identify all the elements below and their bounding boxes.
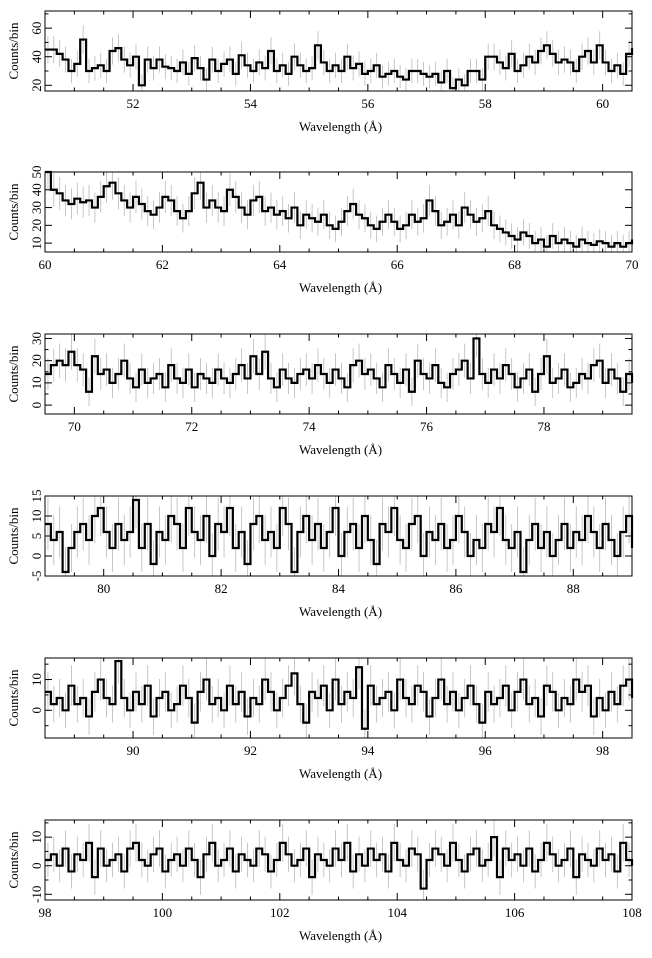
x-tick-label: 76 [420, 419, 434, 434]
x-tick-label: 104 [387, 905, 407, 920]
x-tick-label: 58 [479, 96, 492, 111]
x-tick-label: 64 [273, 257, 287, 272]
x-tick-label: 84 [332, 581, 346, 596]
y-tick-label: 0 [29, 553, 44, 560]
x-tick-label: 92 [244, 743, 257, 758]
x-tick-label: 70 [626, 257, 639, 272]
x-tick-label: 86 [449, 581, 463, 596]
y-tick-label: 10 [29, 673, 44, 686]
x-tick-label: 98 [39, 905, 52, 920]
y-tick-label: -5 [29, 571, 44, 582]
panel-1: 52 54 56 58 60 20 40 60 Wavelength (Å) Counts/bin [6, 10, 634, 134]
x-tick-label: 82 [215, 581, 228, 596]
y-axis-title: Counts/bin [6, 507, 21, 565]
spectrum-step-line [45, 659, 634, 730]
y-tick-label: 20 [29, 79, 44, 92]
spectrum-step-line [45, 170, 634, 248]
x-tick-label: 100 [153, 905, 173, 920]
y-tick-label: 50 [29, 166, 44, 179]
y-tick-label: 10 [29, 510, 44, 523]
x-tick-label: 68 [508, 257, 521, 272]
spectrum-step-line [45, 836, 634, 890]
x-tick-label: 74 [303, 419, 317, 434]
x-axis-title: Wavelength (Å) [299, 442, 382, 457]
x-axis-title: Wavelength (Å) [299, 604, 382, 619]
x-axis-title: Wavelength (Å) [299, 928, 382, 943]
x-axis-title: Wavelength (Å) [299, 119, 382, 134]
x-tick-label: 62 [156, 257, 169, 272]
x-tick-label: 70 [68, 419, 81, 434]
y-tick-label: 0 [29, 707, 44, 714]
x-tick-label: 72 [185, 419, 198, 434]
panel-3: 70 72 74 76 78 0 10 20 30 Wavelength (Å) Counts/bi… [6, 332, 634, 457]
x-tick-label: 108 [622, 905, 642, 920]
x-tick-label: 96 [479, 743, 493, 758]
y-axis-title: Counts/bin [6, 22, 21, 80]
x-tick-label: 98 [596, 743, 609, 758]
x-tick-label: 90 [127, 743, 140, 758]
x-tick-label: 78 [537, 419, 550, 434]
x-tick-label: 88 [567, 581, 580, 596]
y-axis-title: Counts/bin [6, 669, 21, 727]
y-axis-title: Counts/bin [6, 831, 21, 889]
y-tick-label: 5 [29, 533, 44, 540]
y-tick-label: 10 [29, 831, 44, 844]
y-tick-label: 40 [29, 50, 44, 63]
x-tick-label: 80 [97, 581, 110, 596]
spectrum-step-line [45, 38, 634, 90]
x-tick-label: 54 [244, 96, 258, 111]
y-tick-label: 10 [29, 237, 44, 250]
panel-4: 80 82 84 86 88 -5 0 5 10 15 Wavelength (Å) Counts/b… [6, 490, 634, 619]
y-tick-label: 30 [29, 332, 44, 345]
x-tick-label: 56 [361, 96, 375, 111]
panel-2: 60 62 64 66 68 70 10 20 30 40 50 Wavelength (Å) Coun… [6, 166, 639, 296]
y-tick-label: 20 [29, 219, 44, 232]
x-axis-title: Wavelength (Å) [299, 280, 382, 295]
y-axis-title: Counts/bin [6, 183, 21, 241]
y-tick-label: 20 [29, 354, 44, 367]
x-tick-label: 52 [127, 96, 140, 111]
y-tick-label: 15 [29, 490, 44, 503]
y-tick-label: 60 [29, 22, 44, 35]
y-tick-label: -10 [29, 886, 44, 903]
y-tick-label: 0 [29, 862, 44, 869]
x-tick-label: 102 [270, 905, 290, 920]
panel-6: 98 100 102 104 106 108 -10 0 10 Wavelength (Å) Cou… [6, 819, 642, 943]
y-tick-label: 10 [29, 376, 44, 389]
y-tick-label: 30 [29, 201, 44, 214]
x-tick-label: 106 [505, 905, 525, 920]
spectrum-step-line [45, 337, 634, 393]
x-tick-label: 60 [596, 96, 609, 111]
panel-5: 90 92 94 96 98 0 10 Wavelength (Å) Counts/bin [6, 657, 634, 781]
x-tick-label: 66 [391, 257, 405, 272]
y-tick-label: 40 [29, 183, 44, 196]
x-axis-title: Wavelength (Å) [299, 766, 382, 781]
y-axis-title: Counts/bin [6, 345, 21, 403]
spectrum-step-line [45, 498, 634, 574]
x-tick-label: 60 [39, 257, 52, 272]
y-tick-label: 0 [29, 402, 44, 409]
x-tick-label: 94 [361, 743, 375, 758]
